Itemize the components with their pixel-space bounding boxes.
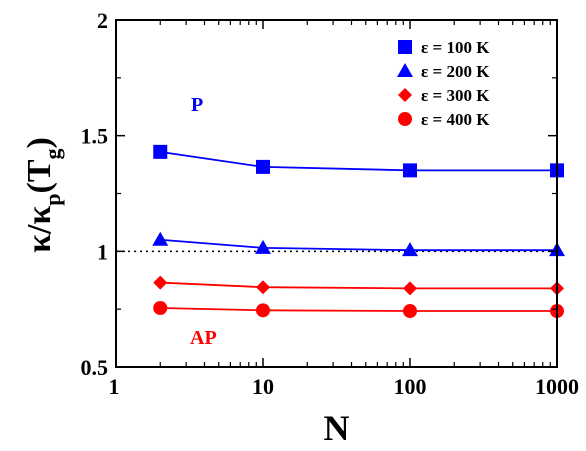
y-axis-label: κ/κp(Tg): [21, 137, 65, 253]
x-tick-label-2: 100: [394, 374, 427, 399]
data-point-s0-2: [403, 163, 417, 178]
y-tick-label-0: 0.5: [81, 355, 109, 380]
x-tick-label-3: 1000: [535, 374, 579, 399]
data-point-s3-2: [403, 304, 417, 319]
legend-label-1: ε = 200 K: [421, 62, 490, 81]
x-tick-label-0: 1: [109, 374, 120, 399]
y-axis-label-main: κ/κ: [21, 206, 58, 253]
data-point-s1-0: [152, 231, 169, 246]
legend-marker-3: [398, 112, 412, 126]
legend-marker-2: [398, 88, 412, 102]
series-line-0: [160, 150, 557, 172]
data-point-s1-2: [402, 242, 418, 257]
data-point-s2-1: [256, 280, 270, 295]
plot-frame: [115, 19, 558, 368]
annotation-ap: AP: [190, 327, 217, 349]
legend-label-0: ε = 100 K: [421, 38, 490, 57]
data-point-s3-0: [153, 301, 168, 316]
data-point-s0-0: [153, 144, 168, 159]
x-tick-label-1: 10: [252, 374, 274, 399]
legend-marker-1: [397, 63, 413, 77]
data-point-s3-1: [256, 303, 270, 318]
y-tick-label-1: 1: [97, 239, 108, 264]
series-line-2: [160, 281, 557, 290]
data-point-s1-1: [255, 239, 271, 254]
y-axis-label-paren-open: (: [21, 182, 58, 193]
series-line-3: [160, 307, 557, 312]
y-axis-label-paren-close: ): [21, 137, 58, 148]
y-axis-label-sub-g: g: [40, 148, 65, 159]
series-line-1: [160, 238, 557, 252]
data-point-s2-2: [403, 281, 417, 296]
legend-marker-0: [398, 40, 412, 54]
y-tick-label-2: 1.5: [81, 124, 109, 149]
y-axis-label-T: T: [21, 159, 58, 182]
annotation-p: P: [191, 94, 203, 116]
legend-label-2: ε = 300 K: [421, 86, 490, 105]
data-point-s0-1: [256, 159, 270, 174]
y-tick-label-3: 2: [97, 8, 108, 33]
x-axis-label: N: [324, 408, 350, 446]
y-axis-label-sub-p: p: [40, 193, 65, 205]
legend-label-3: ε = 400 K: [421, 110, 490, 129]
data-point-s2-0: [153, 275, 168, 290]
